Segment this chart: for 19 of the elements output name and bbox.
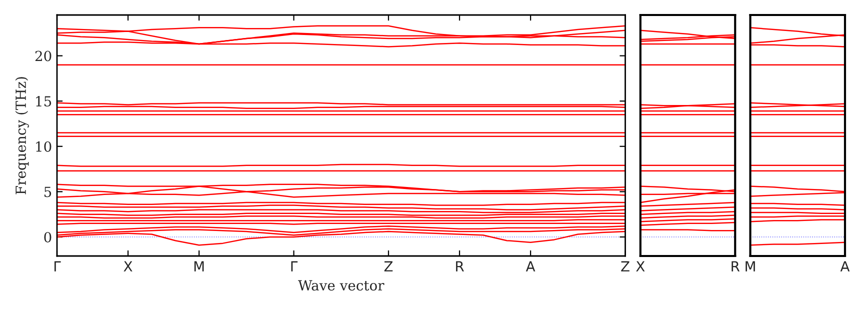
x-tick-label: A xyxy=(840,261,850,272)
x-tick-label: Z xyxy=(621,261,630,272)
x-tick-label: Z xyxy=(384,261,393,272)
x-tick-label: R xyxy=(732,261,740,272)
x-tick-label: M xyxy=(746,261,755,272)
y-tick-label: 5 xyxy=(44,186,52,198)
x-axis-title: Wave vector xyxy=(298,280,384,291)
x-tick-label: Γ xyxy=(54,261,61,272)
x-tick-label: M xyxy=(194,261,204,272)
x-tick-label: Γ xyxy=(291,261,298,272)
x-tick-label: R xyxy=(456,261,464,272)
y-tick-label: 20 xyxy=(35,50,52,62)
y-axis-title: Frequency (THz) xyxy=(15,77,29,194)
x-tick-label: X xyxy=(636,261,645,272)
y-tick-label: 0 xyxy=(44,232,52,242)
y-tick-label: 10 xyxy=(36,141,52,152)
y-tick-label: 15 xyxy=(36,96,52,107)
x-tick-label: X xyxy=(124,261,132,272)
x-tick-label: A xyxy=(526,261,536,272)
